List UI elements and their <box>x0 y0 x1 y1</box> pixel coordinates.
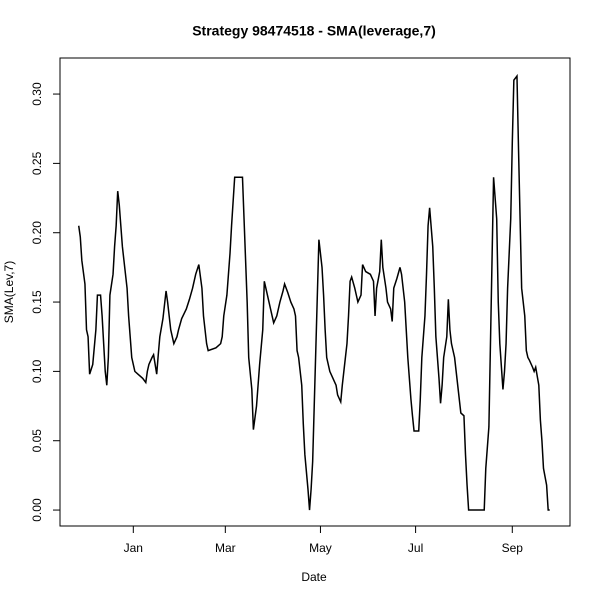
x-tick-label: May <box>309 541 332 555</box>
y-tick-label: 0.00 <box>30 498 44 522</box>
x-axis-label: Date <box>301 570 327 584</box>
y-tick-label: 0.10 <box>30 359 44 383</box>
chart-title: Strategy 98474518 - SMA(leverage,7) <box>192 23 436 39</box>
y-tick-label: 0.25 <box>30 151 44 175</box>
data-line <box>77 73 550 511</box>
y-tick-label: 0.30 <box>30 82 44 106</box>
x-tick-label: Mar <box>215 541 236 555</box>
y-tick-label: 0.05 <box>30 429 44 453</box>
plot-frame <box>59 57 571 527</box>
x-tick-label: Jul <box>408 541 423 555</box>
y-tick-label: 0.20 <box>30 221 44 245</box>
x-tick-label: Jan <box>124 541 143 555</box>
y-tick-label: 0.15 <box>30 290 44 314</box>
x-tick-label: Sep <box>502 541 524 555</box>
y-axis-label: SMA(Lev,7) <box>2 261 16 323</box>
